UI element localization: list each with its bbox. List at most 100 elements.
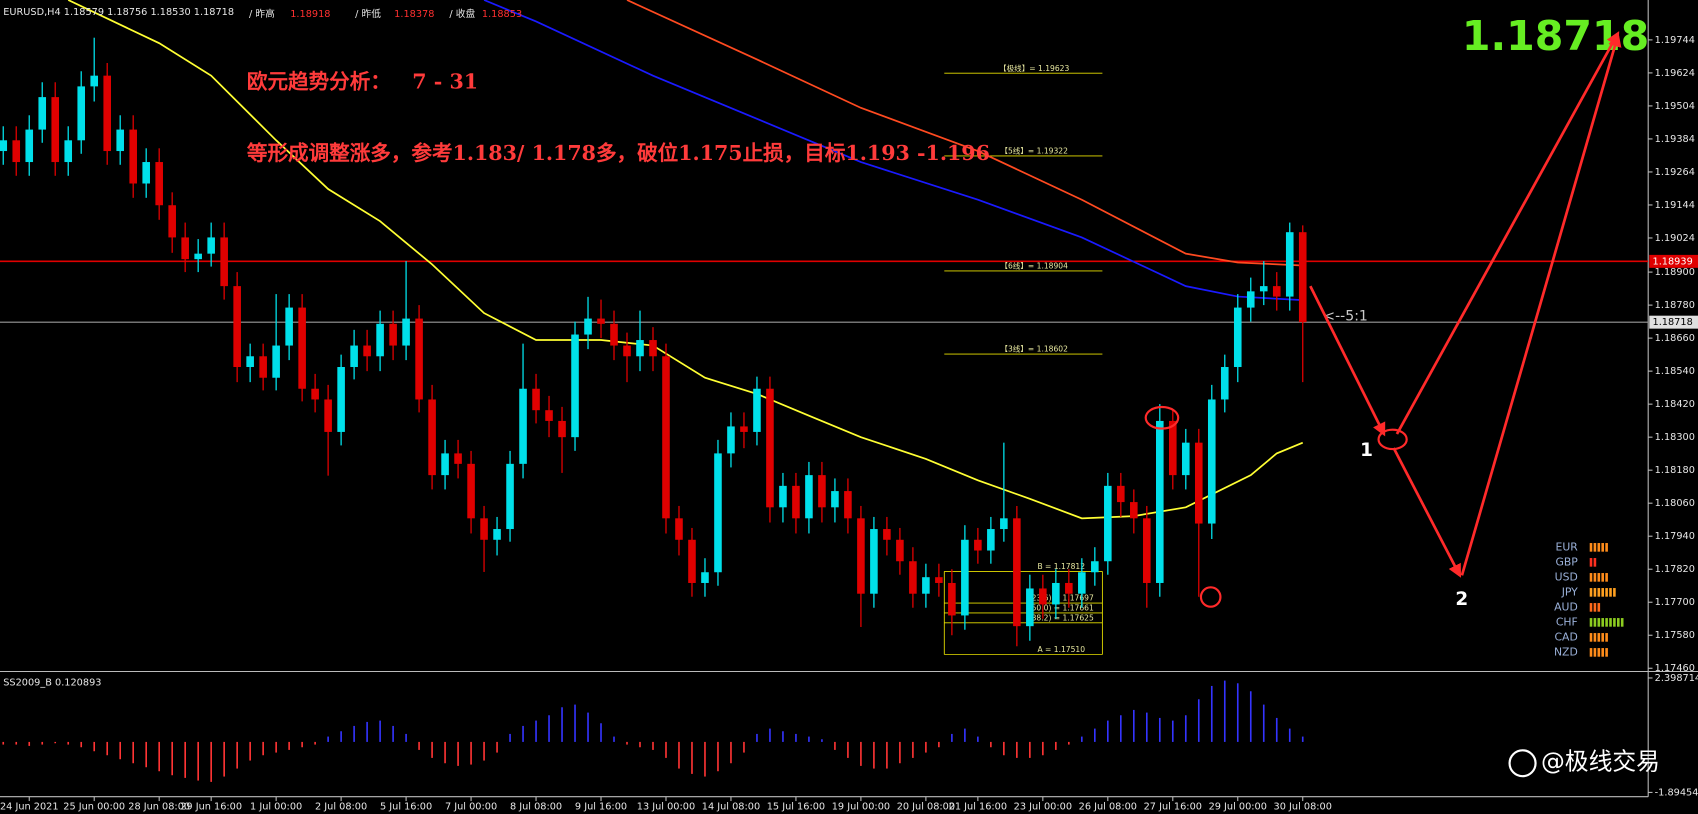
candle-body	[90, 75, 99, 87]
candle-body	[961, 539, 969, 616]
strength-bar	[1593, 573, 1597, 582]
candle-body	[636, 340, 644, 357]
x-tick-label: 13 Jul 00:00	[637, 801, 695, 812]
strength-bar	[1597, 618, 1601, 627]
strength-bar	[1605, 618, 1608, 627]
x-tick-label: 7 Jul 00:00	[445, 801, 497, 812]
candle-body	[1104, 485, 1112, 562]
candle-body	[233, 286, 241, 368]
candle-body	[974, 539, 982, 551]
y-tick-label: 1.19024	[1655, 233, 1695, 244]
fib-label: (38.2) = 1.17625	[1029, 614, 1094, 623]
strength-bar	[1597, 633, 1601, 642]
y-tick-label: 1.18180	[1655, 465, 1695, 476]
fib-label: 【6线】= 1.18904	[1000, 261, 1068, 271]
moving-average	[67, 0, 1304, 520]
candle-body	[987, 529, 995, 551]
strength-bar	[1601, 633, 1605, 642]
strength-bar	[1597, 648, 1601, 657]
currency-label: EUR	[1556, 540, 1579, 553]
x-tick-label: 23 Jul 00:00	[1014, 801, 1072, 812]
candle-body	[584, 318, 592, 335]
watermark: @极线交易	[1508, 748, 1660, 778]
candle-body	[727, 426, 735, 454]
high-line-box	[1649, 254, 1698, 268]
prev-close: 1.18853	[482, 9, 522, 20]
candle-body	[844, 491, 852, 519]
candle-body	[116, 129, 124, 152]
y-tick-label: 1.18540	[1655, 366, 1695, 377]
candle-body	[1220, 367, 1229, 400]
x-tick-label: 15 Jul 16:00	[767, 801, 825, 812]
strength-bar	[1613, 618, 1616, 627]
strength-bar	[1593, 588, 1597, 597]
x-tick-label: 27 Jul 16:00	[1144, 801, 1202, 812]
x-tick-label: 21 Jul 16:00	[949, 801, 1007, 812]
candle-body	[948, 582, 956, 616]
candle-body	[779, 485, 787, 508]
y-tick-label: 1.19504	[1655, 101, 1695, 112]
candle-body	[1065, 582, 1073, 594]
moving-average	[483, 0, 1303, 302]
strength-bar	[1597, 573, 1601, 582]
candle-body	[1259, 286, 1268, 292]
indicator-tick-label: -1.89454	[1655, 787, 1698, 798]
candle-body	[64, 140, 73, 163]
analysis-title: 欧元趋势分析： 7 - 31	[247, 70, 478, 94]
candle-body	[25, 129, 34, 163]
strength-bar	[1616, 618, 1620, 627]
currency-label: NZD	[1554, 645, 1578, 658]
prev-close-label: / 收盘	[449, 7, 475, 20]
strength-bar	[1605, 588, 1608, 597]
candle-body	[311, 388, 319, 400]
strength-bar	[1601, 573, 1605, 582]
strength-bar	[1609, 588, 1612, 597]
candle-body	[701, 572, 709, 583]
candle-body	[766, 388, 774, 508]
forecast-arrows	[1144, 31, 1622, 608]
y-tick-label: 1.17460	[1655, 663, 1695, 674]
strength-bar	[1605, 573, 1608, 582]
fib-label: A = 1.17510	[1037, 645, 1085, 654]
candle-body	[103, 75, 111, 152]
arrow	[1309, 285, 1386, 437]
currency-label: CAD	[1555, 630, 1578, 643]
candle-body	[662, 356, 670, 519]
candle-body	[558, 420, 566, 438]
y-tick-label: 1.17580	[1655, 630, 1695, 641]
candle-body	[1298, 232, 1307, 323]
candle-body	[623, 345, 631, 357]
prev-high-label: / 昨高	[249, 7, 275, 20]
y-tick-label: 1.18300	[1655, 432, 1695, 443]
candle-body	[0, 140, 8, 152]
strength-bar	[1620, 618, 1624, 627]
strength-bar	[1593, 603, 1597, 612]
candle-body	[1207, 399, 1216, 524]
y-tick-label: 1.18780	[1655, 300, 1695, 311]
candle-body	[1194, 442, 1203, 524]
candle-body	[1168, 420, 1177, 476]
candle-body	[818, 475, 826, 508]
strength-bar	[1589, 633, 1593, 642]
candle-body	[1130, 502, 1138, 519]
x-tick-label: 20 Jul 08:00	[897, 801, 955, 812]
y-tick-label: 1.18060	[1655, 498, 1695, 509]
circle-marker	[1199, 586, 1222, 608]
candle-body	[1156, 420, 1164, 583]
candle-body	[207, 237, 215, 254]
candle-body	[220, 237, 228, 287]
candle-body	[740, 426, 748, 432]
strength-bar	[1601, 618, 1605, 627]
bid-line-label: 1.18718	[1653, 317, 1693, 328]
candle-body	[181, 237, 189, 260]
candle-body	[51, 97, 60, 163]
y-tick-label: 1.19384	[1655, 134, 1695, 145]
strength-bar	[1601, 648, 1605, 657]
candle-body	[883, 529, 891, 540]
candle-body	[506, 463, 514, 530]
y-tick-label: 1.19624	[1655, 68, 1695, 79]
candle-body	[1026, 588, 1034, 627]
wave-label: 1	[1360, 440, 1373, 461]
strength-bar	[1597, 543, 1601, 552]
